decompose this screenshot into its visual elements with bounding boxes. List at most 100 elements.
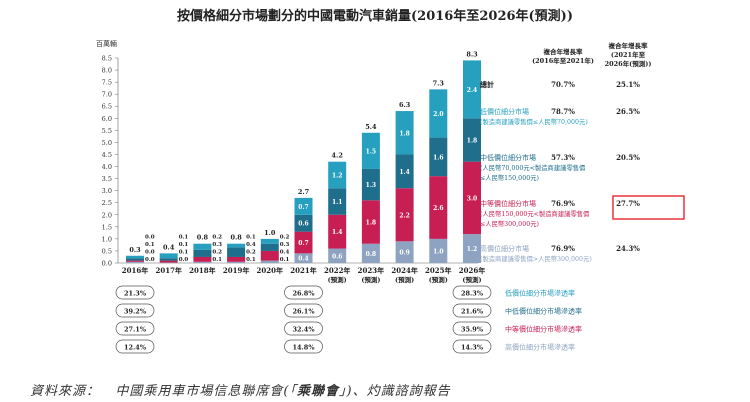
bar-value-label: 1.4 — [332, 229, 342, 236]
cagr-header-2: 複合年增長率 — [608, 41, 649, 50]
cagr-value-2021-2026: 25.1% — [616, 80, 640, 89]
penetration-value: 14.8% — [292, 344, 315, 352]
bar-value-label: 1.0 — [433, 248, 443, 255]
legend-name: 高價位細分市場 — [480, 244, 529, 253]
penetration-label: 高價位細分市場滲透率 — [505, 343, 575, 352]
bar-total-label: 0.4 — [163, 243, 175, 251]
x-tick-label: 2024年 — [391, 266, 417, 275]
bar-value-label: 0.3 — [280, 242, 290, 248]
bar-value-label: 0.6 — [332, 253, 342, 260]
bar-value-label: 1.3 — [366, 182, 376, 189]
bar-value-label: 0.0 — [145, 250, 155, 256]
bar-value-label: 0.1 — [179, 235, 189, 241]
legend-name: (人民幣150,000元<製造商建議零售價 — [480, 209, 590, 218]
bar-low — [361, 132, 380, 169]
y-tick-label: 7.0 — [102, 91, 112, 99]
bar-high — [429, 238, 448, 263]
penetration-value: 27.1% — [124, 326, 147, 334]
x-tick-label: 2019年 — [223, 266, 249, 275]
bar-mid — [260, 250, 279, 261]
legend-name: ≤人民幣150,000元) — [480, 173, 539, 182]
bar-value-label: 2.4 — [467, 87, 477, 94]
bar-value-label: 0.1 — [280, 257, 290, 263]
bar-high — [395, 241, 414, 263]
penetration-value: 14.3% — [461, 344, 484, 352]
x-axis: 2016年 2017年 2018年 2019年 2020年 2021年 2022年(預測)2… — [122, 266, 485, 284]
penetration-value: 28.3% — [461, 290, 484, 298]
cagr-value-2021-2026: 20.5% — [616, 153, 640, 162]
highlight-box — [612, 195, 685, 220]
bar-value-label: 0.2 — [246, 250, 256, 256]
chart-title: 按價格細分市場劃分的中國電動汽車銷量(2016年至2026年(預測)) — [177, 8, 573, 24]
bar-high — [193, 261, 212, 263]
bar-value-label: 0.1 — [179, 250, 189, 256]
bar-mid — [328, 214, 347, 249]
bar-high — [227, 261, 246, 263]
x-tick-label: 2023年 — [358, 266, 384, 275]
bar-low — [429, 89, 448, 138]
bar-low — [328, 161, 347, 189]
bar-total-label: 8.3 — [466, 50, 478, 58]
bar-low — [193, 243, 212, 250]
bar-value-label: 1.6 — [433, 154, 443, 161]
legend-name: 低價位細分市場 — [480, 107, 529, 116]
bar-value-label: 1.8 — [467, 138, 477, 145]
bar-low — [294, 197, 313, 215]
legend-name: (製造商建議零售價≤人民幣70,000元) — [480, 117, 588, 126]
bar-low_mid — [227, 247, 246, 257]
penetration-pill — [115, 285, 155, 300]
bars: 0.00.00.10.00.30.00.10.10.10.40.10.20.30… — [126, 50, 481, 264]
bar-high — [361, 243, 380, 263]
bar-value-label: 1.4 — [399, 169, 409, 176]
bar-mid — [126, 260, 144, 262]
penetration-value: 35.9% — [461, 326, 484, 334]
bar-mid — [159, 260, 178, 263]
bar-value-label: 0.1 — [246, 235, 256, 241]
y-tick-label: 6.5 — [102, 103, 112, 111]
cagr-header-1: (2016年至2021年) — [532, 56, 594, 65]
y-tick-label: 6.0 — [102, 115, 112, 123]
penetration-value: 12.4% — [124, 344, 147, 352]
x-tick-label: 2022年 — [324, 266, 350, 275]
x-tick-label: 2016年 — [122, 266, 148, 275]
bar-low_mid — [193, 249, 212, 257]
bar-value-label: 0.4 — [298, 256, 308, 263]
y-tick-label: 5.0 — [102, 139, 112, 147]
bar-low_mid — [126, 258, 144, 261]
bar-value-label: 0.7 — [298, 240, 308, 247]
x-sublabel: (預測) — [429, 275, 448, 284]
penetration-value: 21.6% — [461, 308, 484, 316]
source-note: 資料來源： 中國乘用車市場信息聯席會(「乘聯會」)、灼識諮詢報告 — [30, 380, 451, 399]
bar-value-label: 2.2 — [399, 212, 409, 219]
legend: 複合年增長率(2016年至2021年)複合年增長率(2021年至2026年(預測… — [480, 41, 685, 263]
x-tick-label: 2018年 — [189, 266, 215, 275]
bar-mid — [429, 176, 448, 239]
y-tick-label: 3.5 — [102, 175, 112, 183]
bar-total-label: 6.3 — [399, 101, 411, 109]
bar-total-label: 1.0 — [264, 229, 276, 237]
penetration-pill — [452, 285, 492, 300]
bar-value-label: 1.8 — [399, 130, 409, 137]
bar-high — [328, 248, 347, 263]
bar-value-label: 0.7 — [298, 204, 308, 211]
y-tick-label: 3.0 — [102, 187, 112, 195]
bar-high — [159, 262, 178, 264]
bar-value-label: 1.5 — [366, 148, 376, 155]
cagr-header-2: (2021年至 — [611, 50, 646, 59]
bar-value-label: 0.2 — [280, 235, 290, 241]
bar-value-label: 0.2 — [212, 235, 222, 241]
x-sublabel: (預測) — [328, 275, 347, 284]
legend-name: 中等價位細分市場 — [480, 199, 536, 208]
bar-low_mid — [429, 137, 448, 177]
penetration-pill — [284, 303, 323, 318]
cagr-value-2021-2026: 27.7% — [616, 199, 640, 208]
cagr-value-2016-2021: 57.3% — [551, 153, 575, 162]
cagr-header-2: 2026年(預測)) — [605, 59, 652, 68]
x-tick-label: 2017年 — [155, 266, 181, 275]
bar-value-label: 0.1 — [246, 257, 256, 263]
bar-value-label: 0.6 — [298, 221, 308, 228]
y-axis-unit: 百萬輛 — [96, 39, 117, 48]
y-tick-label: 2.0 — [102, 211, 112, 219]
bar-value-label: 0.9 — [399, 250, 409, 257]
bar-value-label: 2.0 — [433, 111, 443, 118]
